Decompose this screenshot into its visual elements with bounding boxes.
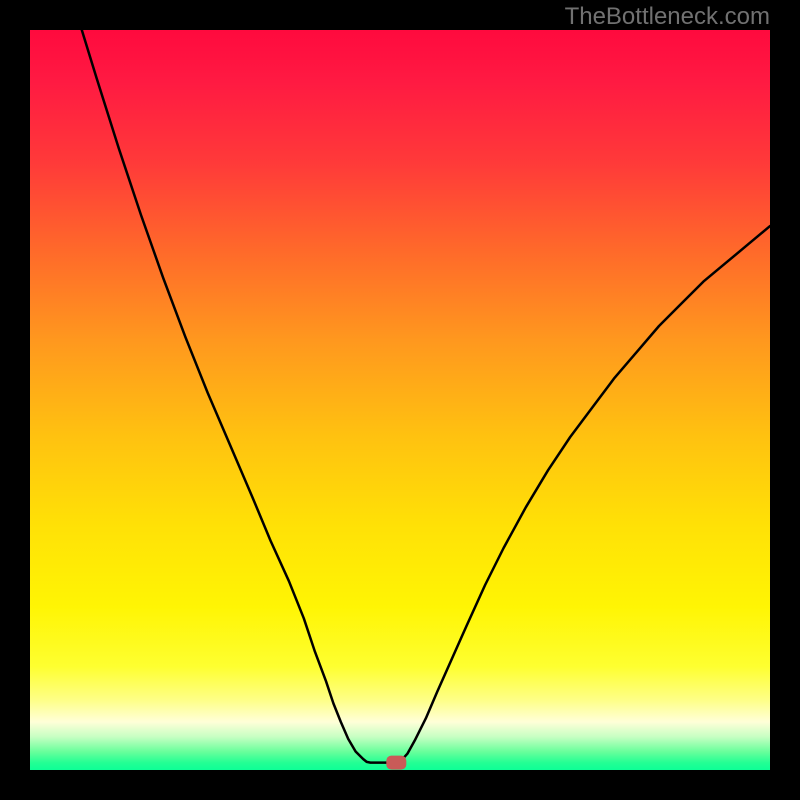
bottleneck-chart	[0, 0, 800, 800]
plot-area	[30, 30, 770, 770]
optimal-point-marker	[386, 756, 406, 770]
chart-svg	[0, 0, 800, 800]
watermark-text: TheBottleneck.com	[565, 3, 770, 31]
